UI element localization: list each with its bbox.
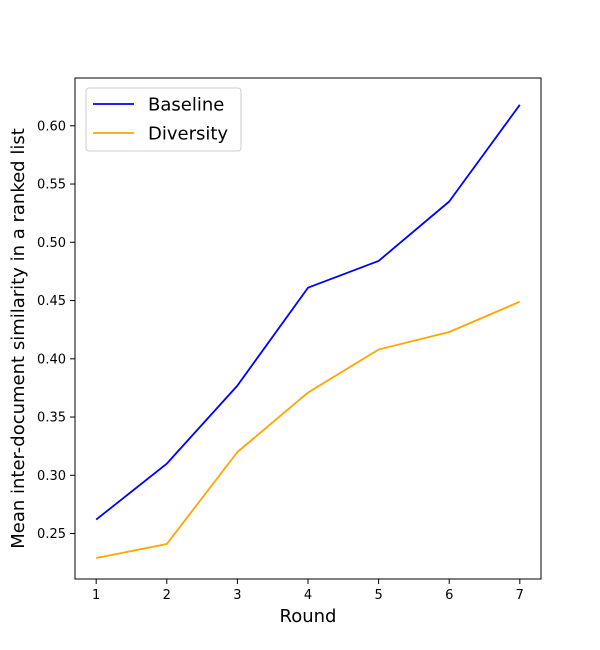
x-tick-label: 5 bbox=[374, 588, 382, 603]
y-axis: 0.25 0.30 0.35 0.40 0.45 0.50 0.55 0.60 bbox=[37, 119, 75, 542]
x-axis: 1 2 3 4 5 6 7 bbox=[92, 579, 524, 603]
x-axis-label: Round bbox=[280, 606, 337, 627]
y-tick-label: 0.50 bbox=[37, 236, 66, 251]
y-tick-label: 0.25 bbox=[37, 527, 66, 542]
legend-label-diversity: Diversity bbox=[148, 124, 228, 145]
y-tick-label: 0.30 bbox=[37, 469, 66, 484]
plot-frame bbox=[74, 77, 542, 580]
x-tick-label: 3 bbox=[233, 588, 241, 603]
y-tick-label: 0.60 bbox=[37, 119, 66, 134]
legend: Baseline Diversity bbox=[85, 87, 242, 152]
x-tick-label: 7 bbox=[516, 588, 524, 603]
x-tick-label: 2 bbox=[163, 588, 171, 603]
y-axis-label: Mean inter-document similarity in a rank… bbox=[8, 128, 29, 549]
plot-area bbox=[95, 104, 521, 559]
y-tick-label: 0.35 bbox=[37, 411, 66, 426]
x-tick-label: 6 bbox=[445, 588, 453, 603]
y-tick-label: 0.45 bbox=[37, 294, 66, 309]
legend-label-baseline: Baseline bbox=[148, 95, 224, 116]
series-line-baseline bbox=[95, 104, 521, 521]
y-tick-label: 0.55 bbox=[37, 178, 66, 193]
y-tick-label: 0.40 bbox=[37, 352, 66, 367]
x-tick-label: 1 bbox=[92, 588, 100, 603]
x-tick-label: 4 bbox=[304, 588, 312, 603]
series-line-diversity bbox=[96, 300, 521, 559]
